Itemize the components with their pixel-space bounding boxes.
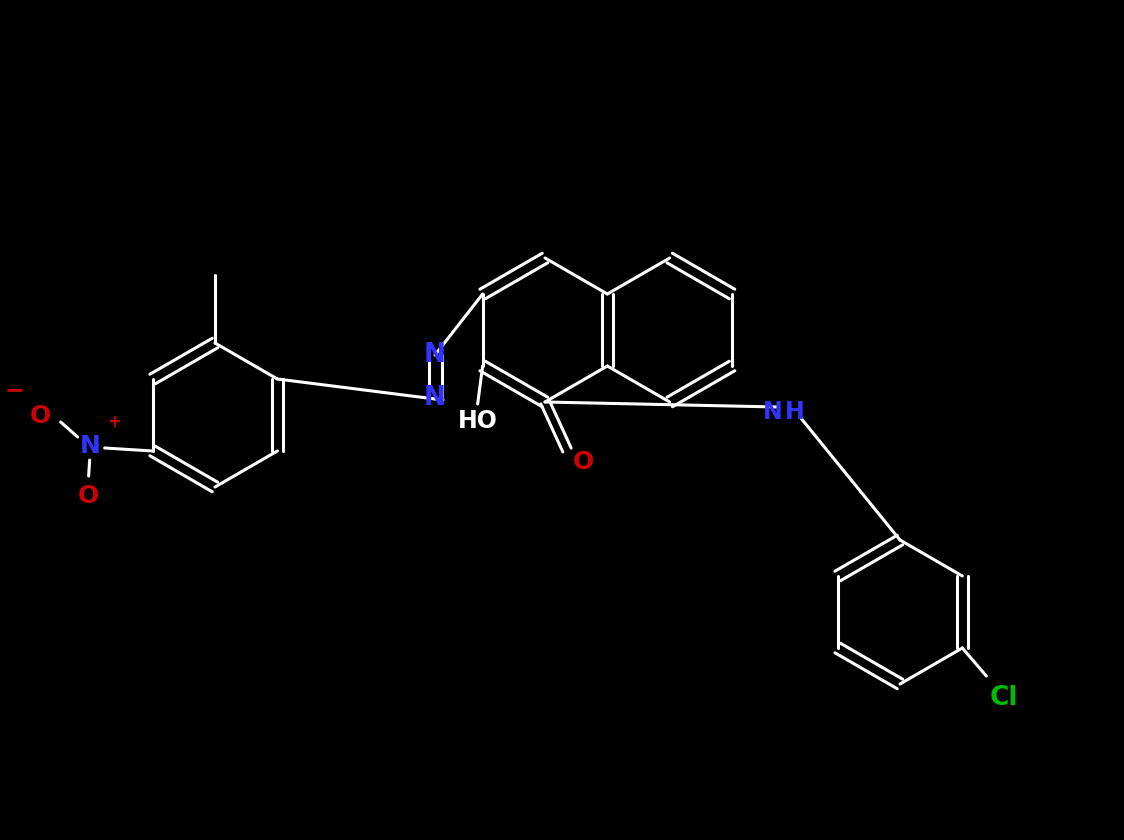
Text: N: N [424, 342, 446, 368]
Text: −: − [4, 378, 25, 402]
Text: N: N [80, 434, 101, 458]
Text: H: H [786, 400, 805, 424]
Text: HO: HO [457, 409, 498, 433]
Text: +: + [108, 413, 121, 431]
Text: N: N [763, 400, 783, 424]
Text: O: O [30, 404, 52, 428]
Text: N: N [424, 385, 446, 411]
Text: O: O [572, 450, 593, 474]
Text: O: O [78, 484, 99, 508]
Text: Cl: Cl [990, 685, 1018, 711]
